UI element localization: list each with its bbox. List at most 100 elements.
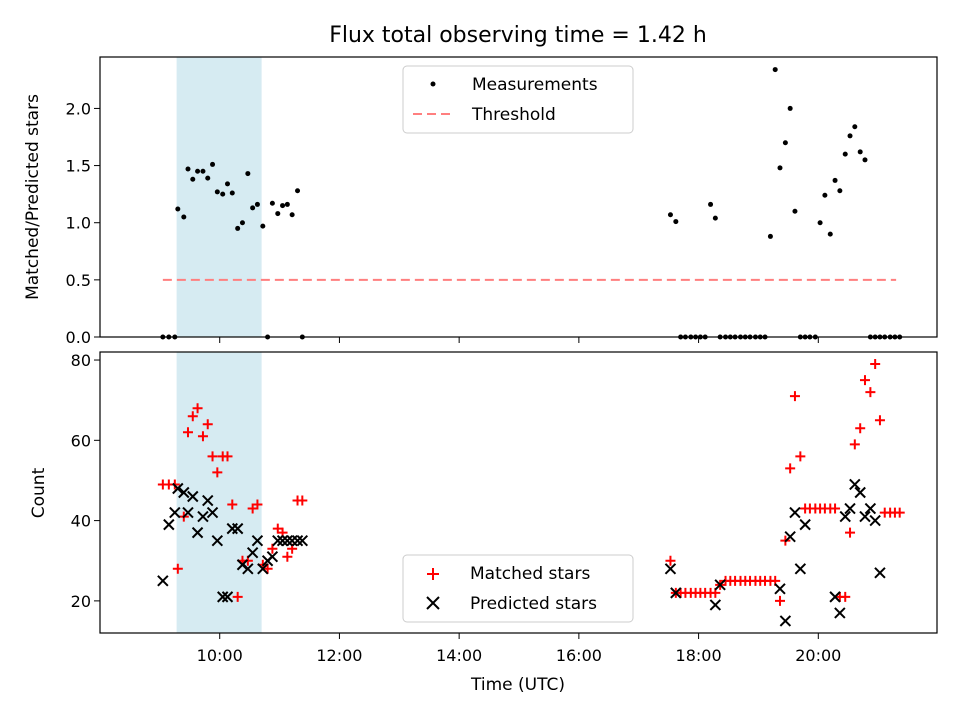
predicted-stars-point [779, 615, 792, 627]
measurement-point [185, 166, 191, 172]
matched-stars-point [282, 551, 293, 562]
matched-stars-point [859, 375, 870, 386]
x-tick-label: 14:00 [436, 646, 482, 665]
ratio-panel: Flux total observing time = 1.42 h Match… [23, 23, 938, 347]
y-tick-label: 0.5 [66, 271, 91, 290]
x-tick-label: 16:00 [556, 646, 602, 665]
measurement-point [229, 190, 235, 196]
matched-stars-point [192, 403, 203, 414]
predicted-stars-point [257, 563, 269, 575]
matched-stars-point [212, 467, 223, 478]
predicted-stars-point [182, 506, 194, 519]
measurement-point [857, 149, 863, 155]
matched-stars-point [894, 507, 905, 518]
measurement-point [767, 233, 773, 239]
measurement-point [245, 171, 251, 177]
measurement-point [792, 208, 798, 214]
predicted-stars-point [202, 494, 214, 507]
predicted-stars-point [849, 478, 861, 491]
matched-stars-point [187, 411, 198, 422]
predicted-stars-point [221, 591, 234, 603]
measurement-point [181, 214, 187, 220]
predicted-stars-point [157, 575, 169, 587]
count-y-axis-label: Count [29, 467, 49, 518]
measurement-point [712, 215, 718, 221]
measurement-point [190, 176, 196, 182]
measurement-point [295, 188, 301, 194]
predicted-stars-point [874, 567, 886, 579]
predicted-stars-point [169, 506, 181, 519]
predicted-stars-point [187, 490, 199, 503]
measurement-point [235, 225, 241, 231]
predicted-stars-point [231, 522, 244, 535]
measurement-point [827, 231, 833, 237]
measurement-point [782, 140, 788, 146]
measurement-point [673, 219, 679, 225]
measurement-point [260, 223, 266, 229]
matched-stars-point [227, 499, 238, 510]
measurement-point [205, 175, 211, 181]
count-x-ticks: 10:00 12:00 14:00 16:00 18:00 20:00 [197, 633, 841, 665]
measurement-point [239, 220, 245, 226]
predicted-stars-point [844, 502, 856, 515]
matched-stars-point [855, 423, 866, 434]
matched-stars-point [665, 555, 676, 566]
predicted-stars-point [854, 486, 866, 499]
measurement-point [224, 181, 230, 187]
predicted-stars-point [799, 518, 811, 531]
ratio-legend-box [402, 65, 634, 134]
x-tick-label: 18:00 [676, 646, 722, 665]
chart-title: Flux total observing time = 1.42 h [329, 23, 707, 48]
legend-matched-marker [427, 568, 439, 580]
measurement-point [817, 220, 823, 226]
count-points [157, 359, 905, 627]
measurement-point [667, 212, 673, 218]
legend-predicted-label: Predicted stars [470, 594, 597, 614]
predicted-stars-point [774, 583, 786, 595]
matched-stars-point [232, 591, 243, 602]
predicted-stars-point [291, 534, 304, 547]
count-panel: Count Time (UTC) 20 40 60 80 10:00 12:00 14:0… [29, 351, 938, 695]
legend-matched-label: Matched stars [470, 564, 590, 584]
predicted-stars-point [172, 482, 184, 495]
predicted-stars-point [859, 510, 871, 523]
measurement-point [210, 161, 216, 167]
measurement-point [837, 188, 843, 194]
matched-stars-point [207, 451, 218, 462]
measurement-point [787, 105, 793, 111]
predicted-stars-point [709, 599, 722, 611]
matched-stars-point [222, 451, 233, 462]
matched-stars-point [795, 451, 806, 462]
measurement-point [195, 168, 201, 174]
count-panel-shaded-span [176, 352, 262, 633]
measurement-point [832, 177, 838, 183]
predicted-stars-point [163, 518, 175, 531]
measurement-point [842, 151, 848, 157]
measurement-point [284, 201, 290, 207]
predicted-stars-point [272, 534, 284, 547]
matched-stars-point [870, 359, 881, 370]
measurement-point [847, 133, 853, 139]
measurement-point [708, 201, 714, 207]
matched-stars-point [172, 563, 183, 574]
predicted-stars-point [839, 510, 851, 523]
matched-stars-point [845, 527, 856, 538]
legend-measurements-marker [430, 81, 436, 87]
y-tick-label: 40 [71, 512, 91, 531]
matched-stars-point [774, 595, 785, 606]
y-tick-label: 20 [71, 592, 91, 611]
predicted-stars-point [789, 506, 801, 519]
predicted-stars-point [191, 526, 204, 539]
y-tick-label: 2.0 [66, 99, 91, 118]
matched-stars-point [840, 591, 851, 602]
ratio-y-axis-label: Matched/Predicted stars [23, 94, 43, 300]
predicted-stars-point [296, 534, 309, 547]
matched-stars-point [865, 387, 876, 398]
predicted-stars-point [211, 534, 224, 547]
ratio-y-ticks: 0.0 0.5 1.0 1.5 2.0 [66, 99, 100, 347]
predicted-stars-point [834, 607, 846, 619]
matched-stars-point [874, 415, 885, 426]
legend-threshold-label: Threshold [471, 105, 556, 125]
x-tick-label: 20:00 [795, 646, 841, 665]
measurement-point [280, 203, 286, 209]
